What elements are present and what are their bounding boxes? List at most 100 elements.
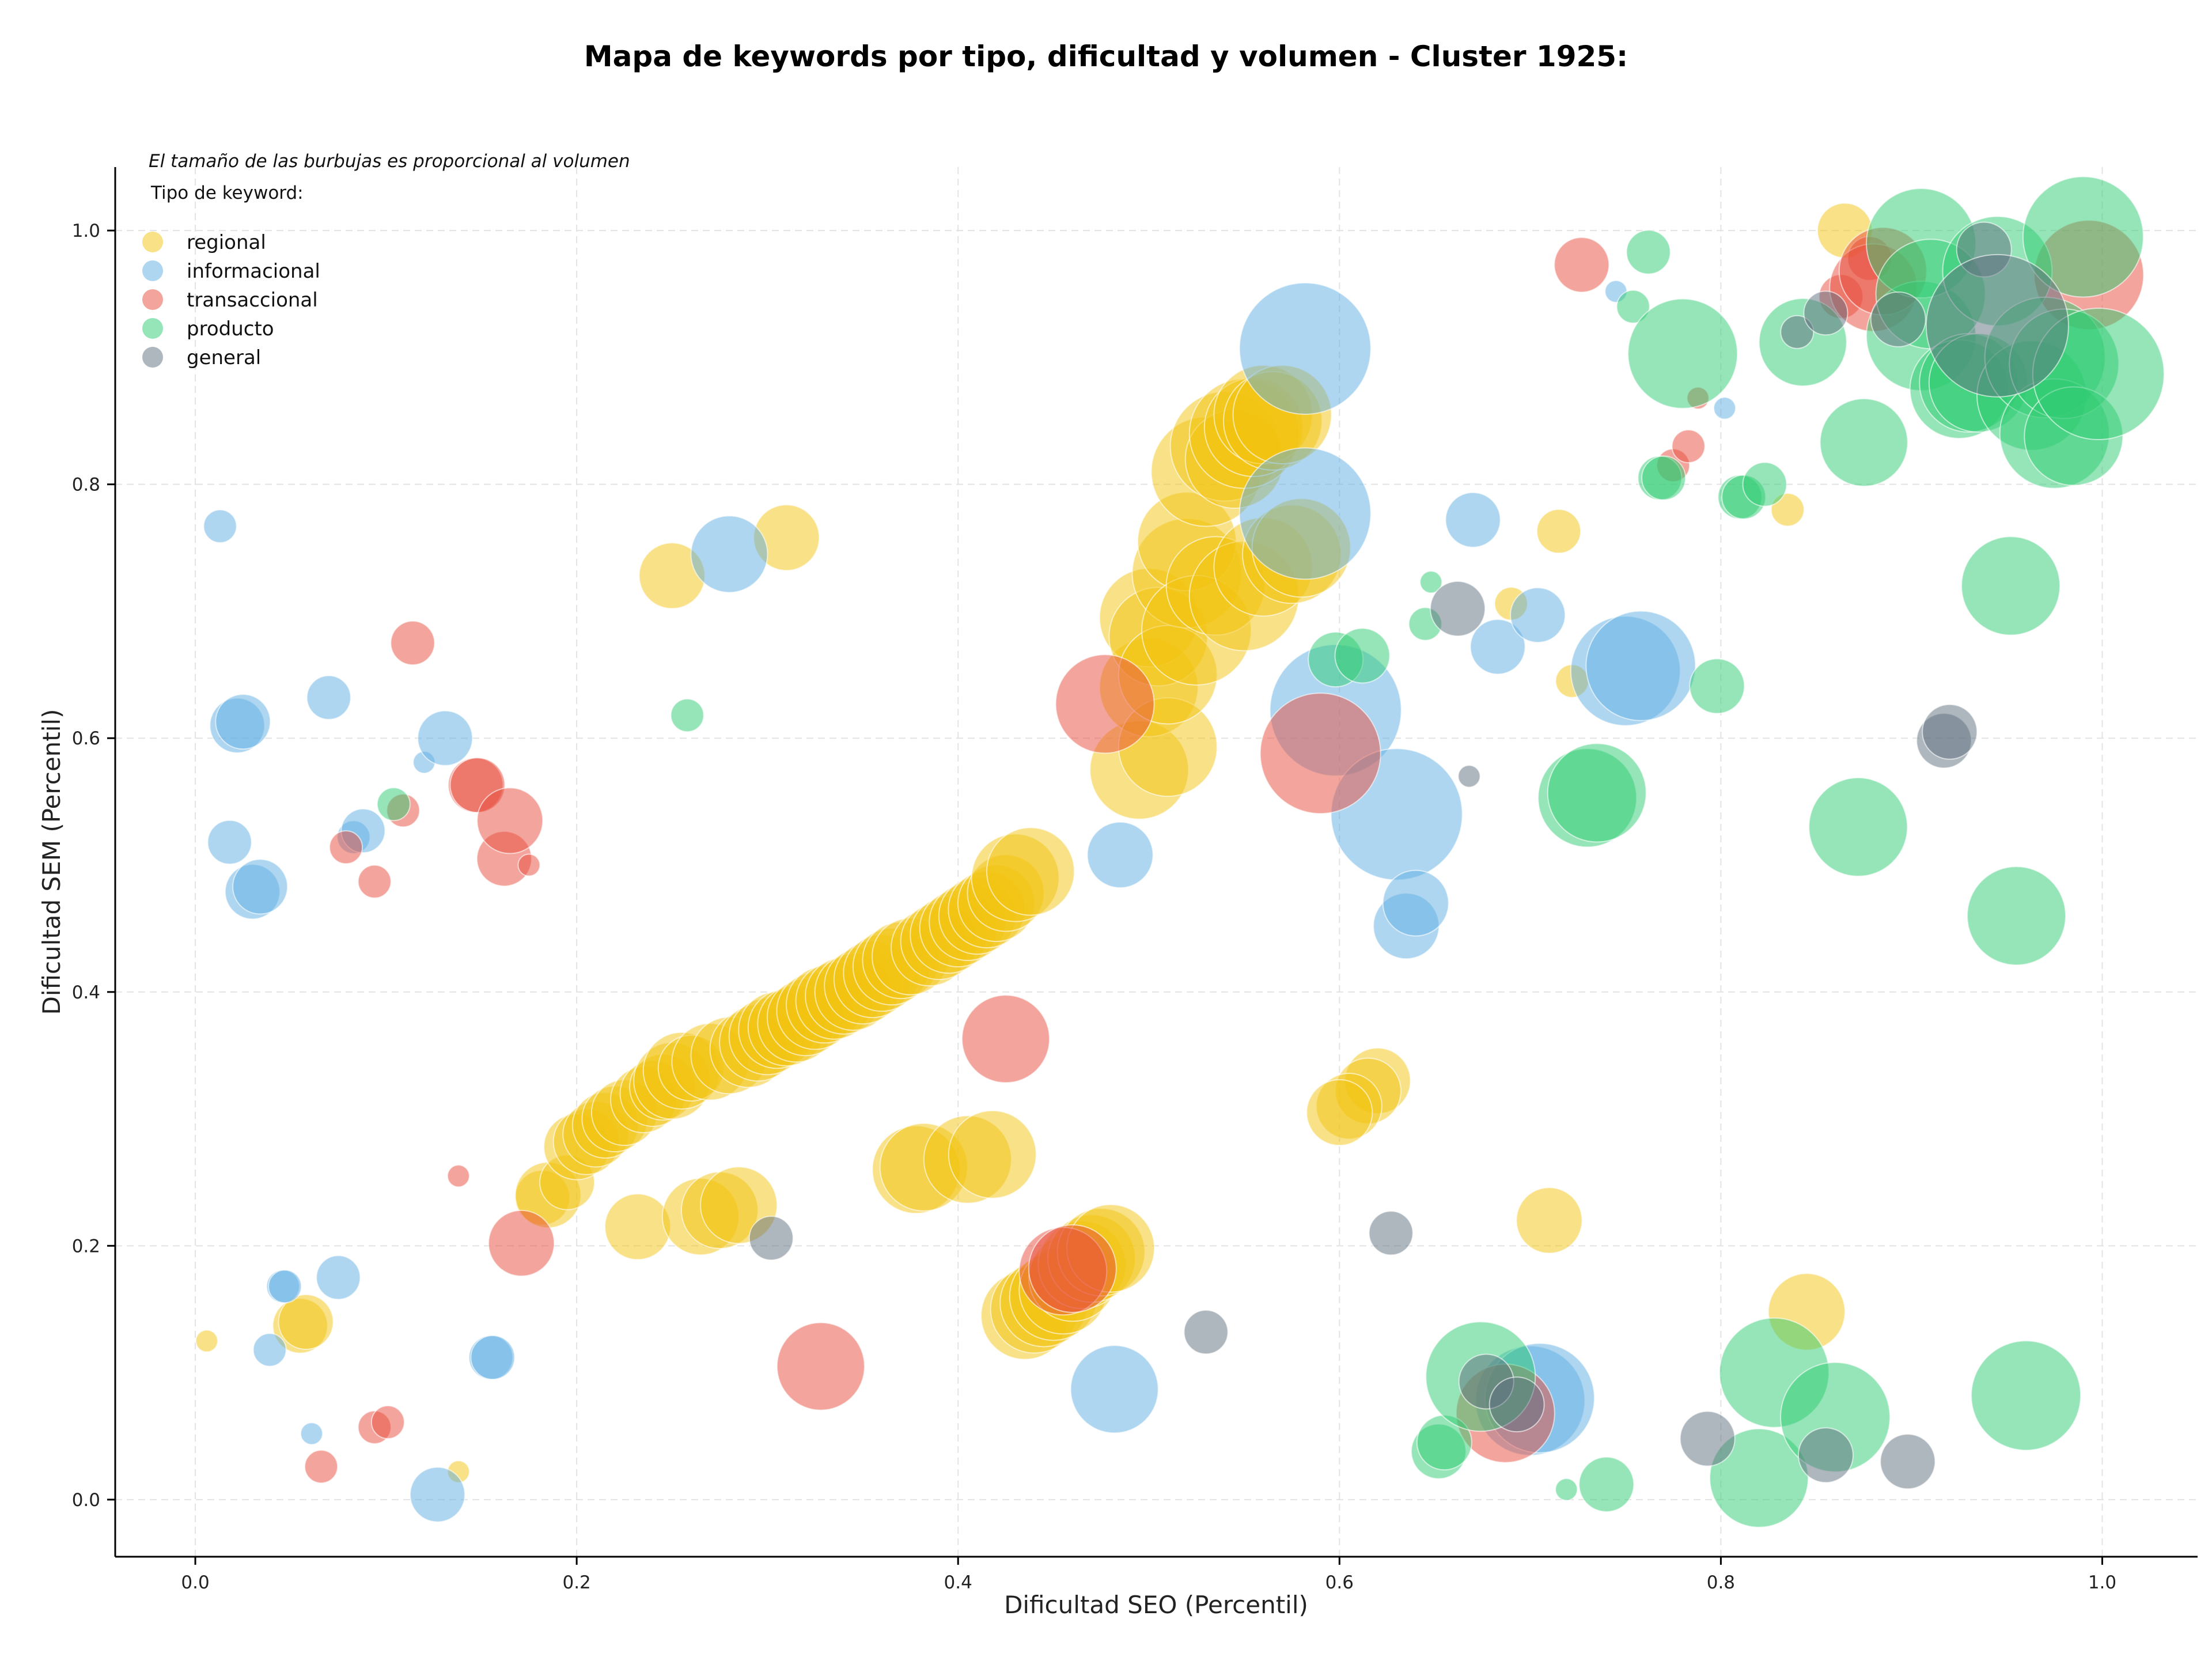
bubble <box>1585 610 1696 721</box>
bubble <box>1536 509 1582 554</box>
bubble <box>1967 866 2067 966</box>
bubble <box>1334 627 1391 684</box>
bubble <box>776 1322 865 1411</box>
y-tick-label: 0.4 <box>72 982 100 1003</box>
bubble <box>1808 777 1908 877</box>
bubble <box>195 1329 218 1353</box>
bubble <box>300 1422 323 1446</box>
bubble <box>232 858 289 915</box>
bubble <box>1679 1410 1736 1467</box>
bubble <box>961 994 1050 1084</box>
bubble <box>1469 619 1526 675</box>
chart-title: Mapa de keywords por tipo, dificultad y … <box>584 40 1628 73</box>
bubble <box>1925 253 2069 398</box>
bubble <box>604 1193 672 1261</box>
y-tick-label: 0.6 <box>72 728 100 749</box>
bubble <box>329 830 363 865</box>
x-tick-label: 0.4 <box>944 1572 972 1593</box>
bubble <box>1368 1210 1414 1256</box>
bubble <box>1578 1456 1635 1512</box>
bubble <box>390 620 435 666</box>
bubble <box>1238 447 1372 580</box>
bubble <box>1770 493 1805 527</box>
bubble <box>1641 455 1687 501</box>
bubble <box>1803 290 1849 336</box>
bubble <box>1028 1224 1117 1313</box>
bubble <box>748 1216 794 1261</box>
bubble <box>1880 1433 1936 1490</box>
bubble <box>376 787 411 822</box>
bubble <box>409 1466 465 1523</box>
bubble <box>1510 587 1566 644</box>
bubble <box>1870 291 1926 347</box>
bubble <box>1709 1428 1809 1528</box>
bubble <box>1616 289 1650 324</box>
bubble <box>986 827 1075 916</box>
bubble <box>1445 491 1501 548</box>
bubble <box>1554 237 1610 293</box>
bubble <box>417 710 474 766</box>
legend-marker-general <box>142 347 163 368</box>
bubble <box>306 675 351 720</box>
bubble <box>1971 1340 2082 1451</box>
bubble <box>316 1255 361 1300</box>
x-tick-label: 0.0 <box>181 1572 209 1593</box>
bubble <box>1516 1187 1583 1254</box>
bubble <box>1555 1478 1578 1501</box>
y-axis-label: Dificultad SEM (Percentil) <box>37 709 66 1015</box>
bubble <box>1713 396 1737 420</box>
legend-label-informacional: informacional <box>187 260 320 283</box>
bubble <box>1238 282 1372 415</box>
bubble <box>1488 1376 1545 1433</box>
bubble <box>1922 703 1978 760</box>
bubble <box>370 1405 405 1440</box>
axes <box>114 167 2198 1558</box>
bubble <box>357 864 392 899</box>
bubble <box>1671 429 1706 464</box>
x-tick-label: 0.2 <box>562 1572 590 1593</box>
bubble <box>2022 176 2144 298</box>
bubble <box>203 509 237 543</box>
bubble <box>690 515 768 593</box>
legend-title: Tipo de keyword: <box>150 183 304 203</box>
bubble <box>1070 1345 1159 1434</box>
bubble <box>215 694 271 750</box>
legend-label-transaccional: transaccional <box>187 289 318 312</box>
bubble <box>470 1335 516 1380</box>
bubble <box>1457 765 1481 788</box>
bubble <box>1961 536 2061 636</box>
bubble <box>1627 298 1738 409</box>
legend-label-general: general <box>187 346 261 369</box>
bubble <box>476 787 544 854</box>
legend-marker-transaccional <box>142 289 163 310</box>
legend-note: El tamaño de las burbujas es proporciona… <box>149 151 630 172</box>
bubble <box>1797 1427 1854 1484</box>
bubble <box>948 1110 1037 1199</box>
bubble <box>1742 461 1787 507</box>
bubble-layer <box>195 176 2165 1528</box>
x-tick-label: 1.0 <box>2088 1572 2116 1593</box>
bubble <box>278 1293 334 1350</box>
y-tick-label: 0.2 <box>72 1236 100 1257</box>
bubble <box>1306 1079 1373 1147</box>
x-tick-label: 0.6 <box>1325 1572 1354 1593</box>
bubble <box>1259 693 1381 815</box>
tick-layer: 0.0 0.2 0.4 0.6 0.8 1.0 0.0 0.2 0.4 0.6 0.8 1.0 <box>72 221 2116 1593</box>
bubble <box>304 1450 339 1484</box>
bubble <box>1626 229 1671 275</box>
legend-marker-producto <box>142 318 163 339</box>
bubble <box>488 1209 555 1277</box>
legend-marker-regional <box>142 232 163 252</box>
bubble <box>517 853 541 877</box>
bubble <box>207 819 252 865</box>
bubble <box>1382 869 1449 937</box>
bubble <box>1430 581 1486 637</box>
legend-label-regional: regional <box>187 231 266 254</box>
x-axis-label: Dificultad SEO (Percentil) <box>1004 1591 1308 1619</box>
bubble <box>1689 658 1745 714</box>
bubble <box>252 1333 287 1367</box>
x-tick-label: 0.8 <box>1707 1572 1735 1593</box>
legend-items: regional informacional transaccional produc… <box>142 231 320 369</box>
bubble <box>670 698 704 733</box>
legend-label-producto: producto <box>187 317 274 340</box>
